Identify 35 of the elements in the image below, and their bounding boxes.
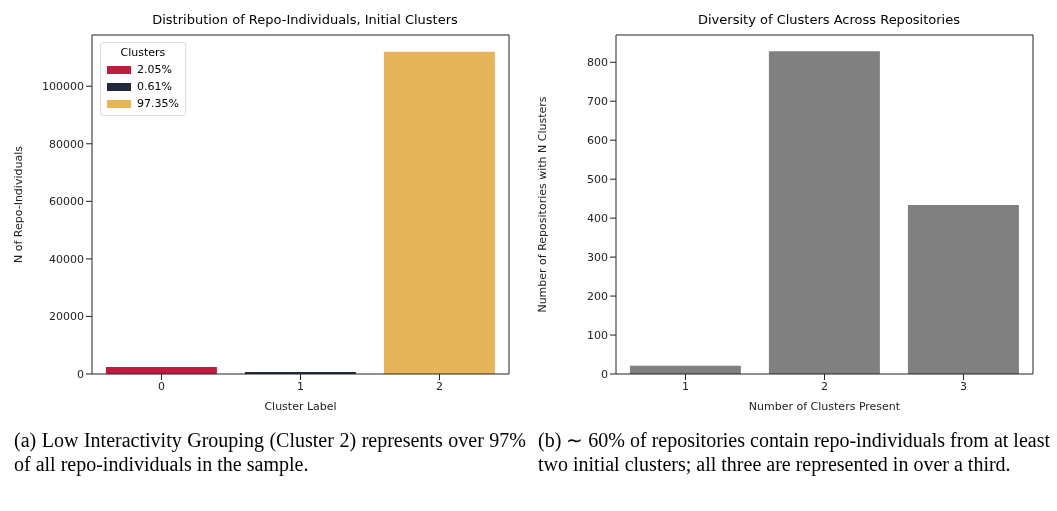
y-tick-label: 60000 [49, 195, 84, 209]
bar [768, 51, 880, 374]
y-axis-title: N of Repo-Individuals [11, 145, 25, 263]
chart-title: Diversity of Clusters Across Repositories [697, 12, 961, 29]
y-tick-label: 600 [587, 134, 608, 148]
text: (a) Low Interactivity Grouping (Cluster 2) represents over 97% of all repo-individuals in the sample. [13, 428, 527, 476]
y-tick-label: 500 [587, 173, 608, 187]
x-tick-label: 3 [960, 379, 967, 393]
y-tick-label: 80000 [49, 137, 84, 151]
y-tick-label: 200 [587, 289, 608, 303]
legend-title: Clusters [119, 46, 167, 59]
chart-title: Distribution of Repo-Individuals, Initial Clusters [151, 12, 459, 29]
x-tick-label: 2 [436, 379, 443, 393]
y-tick-label: 40000 [49, 252, 84, 266]
y-tick-label: 0 [601, 367, 608, 381]
y-tick-label: 0 [77, 367, 84, 381]
legend-label: 2.05% [137, 63, 172, 76]
x-tick-label: 2 [821, 379, 828, 393]
y-tick-label: 20000 [49, 310, 84, 324]
y-tick-label: 300 [587, 251, 608, 265]
y-tick-label: 800 [587, 56, 608, 70]
legend-label: 97.35% [137, 97, 179, 110]
y-axis-title: Number of Repositories with N Clusters [535, 96, 549, 313]
x-tick-label: 0 [158, 379, 165, 393]
legend-label: 0.61% [137, 80, 172, 93]
x-axis-title: Cluster Label [264, 400, 337, 413]
text: (b) ∼ 60% of repositories contain repo-individuals from at least two initial clusters; all three are represented in over a third. [537, 428, 1051, 476]
y-tick-label: 400 [587, 212, 608, 226]
bar [907, 204, 1019, 374]
x-axis-title: Number of Clusters Present [748, 400, 901, 413]
x-tick-label: 1 [682, 379, 689, 393]
y-tick-label: 100 [587, 328, 608, 342]
y-tick-label: 700 [587, 95, 608, 109]
y-tick-label: 100000 [42, 80, 84, 94]
x-tick-label: 1 [297, 379, 304, 393]
